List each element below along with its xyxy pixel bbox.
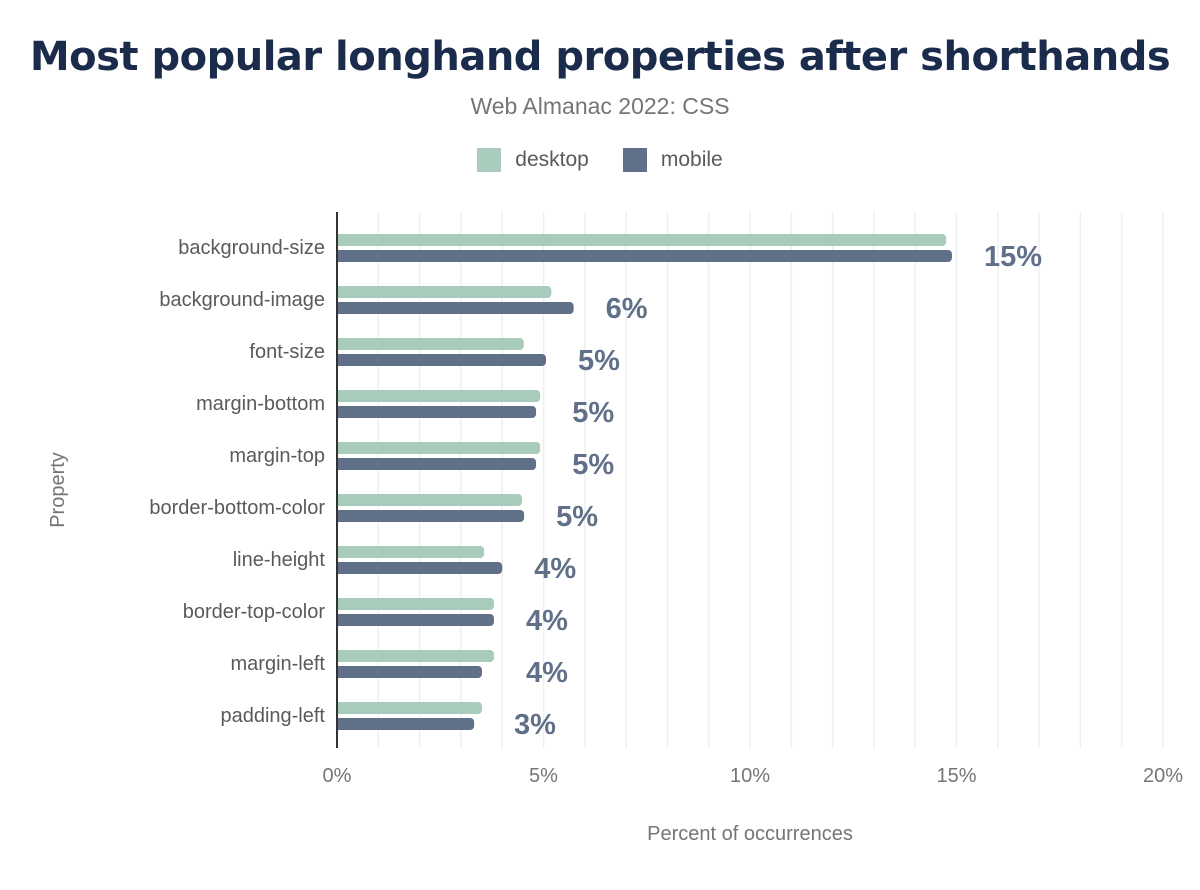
bar-desktop (337, 442, 541, 454)
legend-swatch-mobile (622, 148, 647, 172)
y-axis-title: Property (47, 452, 69, 528)
bar-mobile (337, 458, 537, 470)
data-label: 4% (526, 657, 568, 689)
y-tick-label: border-bottom-color (149, 497, 325, 519)
bar-mobile (337, 614, 494, 626)
bar-desktop (337, 390, 541, 402)
legend-label-desktop: desktop (515, 148, 589, 171)
y-tick-label: font-size (249, 341, 325, 363)
y-tick-label: margin-bottom (196, 393, 325, 415)
data-label: 5% (572, 449, 614, 481)
y-tick-label: margin-top (229, 445, 325, 467)
data-label: 5% (556, 501, 598, 533)
bar-mobile (337, 666, 482, 678)
x-tick-label: 15% (936, 765, 976, 787)
x-tick-label: 10% (730, 765, 770, 787)
bar-mobile (337, 302, 574, 314)
data-label: 6% (606, 293, 648, 325)
data-label: 4% (526, 605, 568, 637)
bar-desktop (337, 234, 947, 246)
data-label: 3% (514, 709, 556, 741)
bar-mobile (337, 510, 525, 522)
bar-mobile (337, 406, 537, 418)
bar-mobile (337, 718, 475, 730)
legend-swatch-desktop (477, 148, 502, 172)
legend-label-mobile: mobile (660, 148, 723, 171)
bar-mobile (337, 562, 503, 574)
bar-desktop (337, 338, 524, 350)
legend: desktop mobile (0, 148, 1200, 172)
y-tick-label: line-height (233, 549, 326, 571)
y-tick-label: background-image (159, 289, 325, 311)
legend-item-desktop[interactable]: desktop (477, 148, 589, 172)
data-label: 5% (578, 345, 620, 377)
legend-item-mobile[interactable]: mobile (622, 148, 723, 172)
x-tick-label: 20% (1143, 765, 1183, 787)
y-tick-label: margin-left (231, 653, 326, 675)
data-label: 4% (534, 553, 576, 585)
x-axis-title: Percent of occurrences (647, 823, 853, 845)
data-label: 5% (572, 397, 614, 429)
bar-mobile (337, 250, 952, 262)
x-tick-label: 0% (323, 765, 352, 787)
bar-desktop (337, 546, 485, 558)
bar-desktop (337, 702, 482, 714)
bar-mobile (337, 354, 546, 366)
y-tick-label: padding-left (220, 705, 325, 727)
bar-desktop (337, 598, 494, 610)
y-tick-label: background-size (178, 237, 325, 259)
bar-desktop (337, 286, 552, 298)
chart-title: Most popular longhand properties after s… (29, 34, 1171, 80)
x-tick-label: 5% (529, 765, 558, 787)
y-tick-label: border-top-color (183, 601, 326, 623)
bar-desktop (337, 650, 494, 662)
chart-subtitle: Web Almanac 2022: CSS (470, 93, 730, 119)
bar-desktop (337, 494, 523, 506)
data-label: 15% (984, 241, 1042, 273)
